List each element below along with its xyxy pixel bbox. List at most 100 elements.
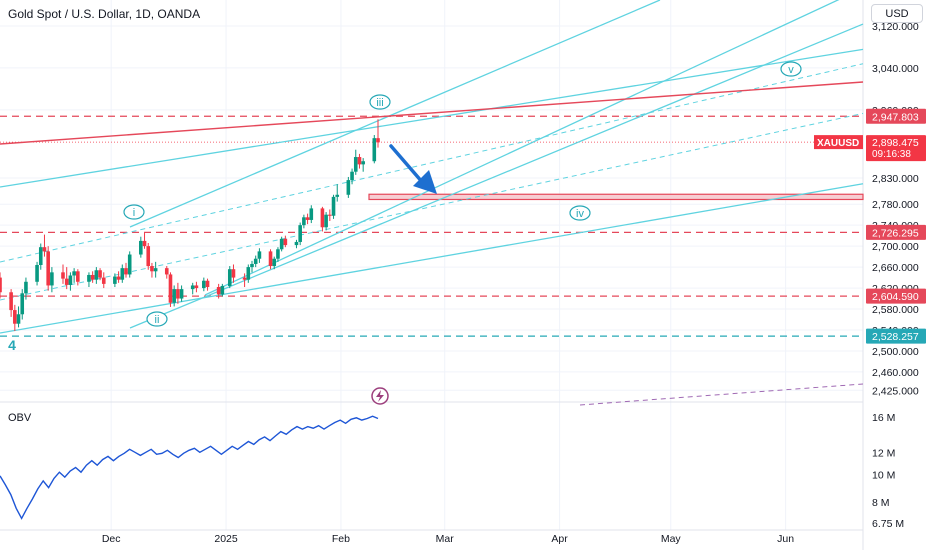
wave-label-text: v: [788, 64, 794, 76]
wave-label-text: iv: [576, 208, 584, 220]
wave-label: v: [780, 61, 802, 77]
candle-body: [324, 214, 328, 228]
obv-axis-label: 8 M: [872, 497, 890, 509]
candle-body: [346, 180, 351, 195]
candle-body: [279, 238, 284, 250]
candle-body: [120, 268, 125, 280]
symbol-label: XAUUSD: [817, 138, 859, 149]
candle-body: [231, 269, 236, 278]
time-axis: Dec 2025 Feb Mar Apr May Jun: [102, 533, 794, 545]
lightning-icon: [376, 390, 384, 402]
candle-body: [61, 272, 65, 279]
candle-body: [246, 267, 251, 280]
candle-body: [72, 271, 76, 276]
time-axis-label: Apr: [551, 533, 568, 545]
wave-label-text: ii: [155, 314, 160, 326]
obv-axis-label: 6.75 M: [872, 518, 904, 530]
wave-label: iv: [569, 205, 591, 221]
candle-body: [68, 275, 73, 285]
candle-body: [168, 274, 173, 303]
candle-body: [309, 208, 314, 220]
price-badge-label: 2,604.590: [872, 291, 919, 303]
candle-body: [0, 277, 2, 293]
candle-body: [20, 293, 25, 315]
event-badge: [371, 387, 389, 405]
currency-button[interactable]: USD: [871, 4, 923, 23]
price-axis-label: 3,120.000: [872, 21, 919, 33]
candle-body: [176, 289, 180, 299]
candle-body: [305, 217, 310, 220]
price-badge-label: 2,726.295: [872, 227, 919, 239]
wave-label-badge: [369, 94, 391, 110]
price-badge-bg: [866, 328, 926, 344]
dashed-channel-line-lower: [0, 112, 864, 301]
wave-label-badge: [123, 204, 145, 220]
countdown-label: 09:16:38: [872, 149, 911, 160]
candle-body: [205, 280, 210, 288]
candle-body: [124, 268, 128, 275]
candle-body: [164, 268, 169, 275]
wave-label-text: iii: [376, 97, 383, 109]
obv-axis: 16 M 12 M 10 M 8 M 6.75 M: [872, 412, 904, 530]
candle-body: [46, 251, 50, 286]
wave-label: iii: [369, 94, 391, 110]
channel-line-lower: [0, 183, 864, 334]
candle-body: [216, 287, 221, 295]
price-badge-bg: [866, 224, 926, 240]
candle-body: [250, 263, 254, 268]
candle-body: [335, 194, 340, 197]
time-axis-label: Mar: [436, 533, 455, 545]
wave-label: ii: [146, 311, 168, 327]
candle-body: [42, 247, 47, 252]
candle-body: [127, 254, 132, 275]
price-axis-label: 2,660.000: [872, 262, 919, 274]
candle-body: [220, 285, 225, 295]
chart-title: Gold Spot / U.S. Dollar, 1D, OANDA: [8, 7, 201, 21]
candle-body: [90, 274, 95, 280]
candle-body: [202, 280, 206, 289]
wave-label: 4: [8, 337, 16, 353]
price-axis-label: 2,425.000: [872, 385, 919, 397]
price-line-badge: 2,528.257: [866, 328, 926, 344]
candle-body: [227, 269, 232, 286]
obv-axis-label: 10 M: [872, 470, 895, 482]
candle-body: [139, 240, 143, 255]
price-badge-bg: [866, 288, 926, 304]
candle-body: [16, 314, 21, 324]
candle-body: [328, 214, 332, 216]
candle-body: [320, 208, 325, 228]
forecast-arrow-shaft: [389, 144, 425, 185]
candle-body: [190, 285, 195, 290]
steep-channel-upper: [129, 0, 661, 228]
channel-line-upper: [0, 48, 864, 188]
price-axis-label: 2,780.000: [872, 199, 919, 211]
steep-channel-lower: [129, 23, 864, 329]
candle-body: [87, 274, 91, 282]
last-price-label: 2,898.475: [872, 137, 919, 149]
projection-dashed-line: [579, 383, 864, 406]
candle-body: [9, 292, 13, 311]
obv-axis-label: 12 M: [872, 447, 895, 459]
candle-body: [113, 276, 117, 284]
candle-body: [13, 310, 17, 324]
candle-body: [372, 138, 377, 162]
obv-axis-label: 16 M: [872, 412, 895, 424]
candle-body: [294, 241, 299, 246]
price-axis-label: 2,460.000: [872, 367, 919, 379]
candle-body: [302, 217, 306, 226]
candle-body: [257, 251, 262, 259]
wave-label-badge: [569, 205, 591, 221]
price-badge-bg: [866, 108, 926, 124]
wave-label: i: [123, 204, 145, 220]
obv-title: OBV: [8, 412, 32, 424]
trend-lines: [0, 0, 864, 406]
candle-body: [253, 258, 258, 264]
price-line-badge: 2,604.590: [866, 288, 926, 304]
candle-body: [331, 196, 336, 216]
wave-label-badge: [146, 311, 168, 327]
candle-body: [172, 289, 176, 303]
candle-body: [376, 138, 380, 143]
obv-line: [0, 415, 379, 520]
